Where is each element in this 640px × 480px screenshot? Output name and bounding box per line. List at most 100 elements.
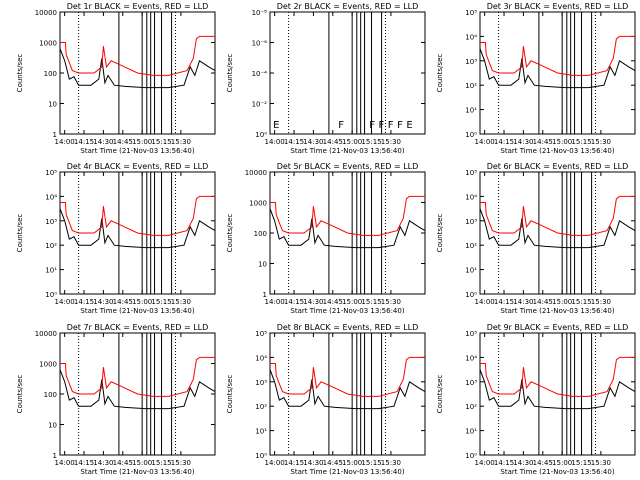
x-tick-label: 14:30 — [93, 138, 113, 146]
y-tick-label: 10⁰ — [255, 131, 267, 139]
y-tick-label: 10⁻² — [252, 101, 268, 109]
plot-frame — [269, 332, 426, 456]
flag-marker-label: E — [406, 120, 412, 131]
x-tick-label: 14:00 — [475, 459, 495, 467]
x-tick-label: 14:00 — [55, 298, 75, 306]
x-tick-label: 14:30 — [93, 459, 113, 467]
x-tick-label: 15:00 — [342, 459, 362, 467]
x-tick-label: 14:30 — [303, 298, 323, 306]
plot-frame — [269, 11, 426, 135]
x-tick-label: 15:30 — [171, 298, 191, 306]
x-axis-label: Start Time (21-Nov-03 13:56:40) — [80, 147, 194, 155]
x-tick-label: 14:15 — [284, 459, 304, 467]
y-tick-label: 10² — [45, 242, 57, 250]
y-tick-label: 1000 — [249, 200, 267, 208]
y-tick-label: 10⁻⁸ — [252, 9, 268, 17]
x-tick-label: 15:00 — [132, 459, 152, 467]
chart-title: Det 8r BLACK = Events, RED = LLD — [277, 323, 419, 332]
x-tick-label: 14:15 — [74, 138, 94, 146]
plot-frame — [479, 332, 636, 456]
y-tick-label: 10³ — [255, 379, 267, 387]
y-axis-label: Counts/sec — [436, 375, 444, 414]
events-series-line — [59, 48, 216, 89]
x-tick-label: 14:45 — [113, 298, 133, 306]
flag-marker-label: F — [397, 120, 403, 131]
x-tick-label: 14:45 — [323, 459, 343, 467]
y-tick-label: 10¹ — [45, 267, 57, 275]
x-tick-label: 14:00 — [475, 138, 495, 146]
chart-title: Det 4r BLACK = Events, RED = LLD — [67, 162, 209, 171]
y-tick-label: 10 — [48, 422, 57, 430]
plot-frame — [479, 171, 636, 295]
x-tick-label: 14:45 — [113, 138, 133, 146]
x-tick-label: 14:15 — [74, 459, 94, 467]
y-tick-label: 10⁴ — [45, 193, 57, 201]
events-series-line — [59, 369, 216, 410]
y-axis-label: Counts/sec — [436, 214, 444, 253]
x-tick-label: 15:00 — [132, 138, 152, 146]
y-tick-label: 10⁵ — [45, 169, 57, 177]
y-tick-label: 1000 — [39, 361, 57, 369]
x-tick-label: 14:15 — [494, 138, 514, 146]
x-tick-label: 15:30 — [381, 459, 401, 467]
x-tick-label: 15:15 — [361, 298, 381, 306]
x-tick-label: 14:45 — [323, 298, 343, 306]
chart-title: Det 7r BLACK = Events, RED = LLD — [67, 323, 209, 332]
chart-title: Det 2r BLACK = Events, RED = LLD — [277, 2, 419, 11]
events-series-line — [479, 369, 636, 410]
y-tick-label: 10⁰ — [465, 452, 477, 460]
lld-series-line — [60, 356, 215, 397]
chart-panel: Det 7r BLACK = Events, RED = LLD 1 10 100 10… — [16, 323, 216, 476]
x-axis-label: Start Time (21-Nov-03 13:56:40) — [500, 147, 614, 155]
chart-panel: Det 6r BLACK = Events, RED = LLD 10⁰ 10¹ 10… — [436, 162, 636, 315]
y-tick-label: 1 — [53, 452, 57, 460]
lld-series-line — [480, 356, 635, 397]
x-tick-label: 15:15 — [151, 298, 171, 306]
x-tick-label: 14:30 — [93, 298, 113, 306]
y-tick-label: 10³ — [465, 379, 477, 387]
y-axis-label: Counts/sec — [436, 54, 444, 93]
y-axis-label: Counts/sec — [16, 375, 24, 414]
y-tick-label: 10⁴ — [465, 354, 477, 362]
y-axis-label: Counts/sec — [16, 214, 24, 253]
y-tick-label: 10⁵ — [465, 169, 477, 177]
events-series-line — [59, 208, 216, 249]
chart-panel: Det 1r BLACK = Events, RED = LLD 1 10 100 10… — [16, 2, 216, 155]
lld-series-line — [60, 35, 215, 76]
flag-marker-label: F — [369, 120, 375, 131]
chart-title: Det 6r BLACK = Events, RED = LLD — [487, 162, 629, 171]
x-tick-label: 15:15 — [361, 459, 381, 467]
events-series-line — [479, 208, 636, 249]
y-tick-label: 1 — [53, 131, 57, 139]
chart-panel: Det 3r BLACK = Events, RED = LLD 10⁰ 10¹ 10… — [436, 2, 636, 155]
x-tick-label: 15:15 — [151, 459, 171, 467]
lld-series-line — [60, 195, 215, 236]
y-tick-label: 10 — [258, 261, 267, 269]
x-tick-label: 15:00 — [552, 459, 572, 467]
x-tick-label: 15:15 — [571, 138, 591, 146]
x-tick-label: 14:45 — [533, 298, 553, 306]
y-tick-label: 10¹ — [255, 428, 267, 436]
x-tick-label: 15:30 — [171, 459, 191, 467]
x-axis-label: Start Time (21-Nov-03 13:56:40) — [290, 468, 404, 476]
y-tick-label: 10 — [48, 101, 57, 109]
lld-series-line — [480, 35, 635, 76]
y-tick-label: 10⁰ — [465, 291, 477, 299]
lld-series-line — [270, 195, 425, 236]
x-tick-label: 14:45 — [113, 459, 133, 467]
x-axis-label: Start Time (21-Nov-03 13:56:40) — [80, 307, 194, 315]
x-tick-label: 14:15 — [494, 298, 514, 306]
chart-title: Det 5r BLACK = Events, RED = LLD — [277, 162, 419, 171]
y-tick-label: 10³ — [465, 58, 477, 66]
chart-panel: Det 9r BLACK = Events, RED = LLD 10⁰ 10¹ 10… — [436, 323, 636, 476]
x-tick-label: 15:15 — [571, 459, 591, 467]
lld-series-line — [480, 195, 635, 236]
x-tick-label: 14:30 — [513, 459, 533, 467]
chart-panel: Det 2r BLACK = Events, RED = LLD 10⁰ 10⁻² 1… — [226, 2, 426, 155]
y-tick-label: 10⁵ — [465, 9, 477, 17]
y-tick-label: 10⁰ — [465, 131, 477, 139]
x-axis-label: Start Time (21-Nov-03 13:56:40) — [290, 147, 404, 155]
events-series-line — [479, 48, 636, 89]
flag-marker-label: F — [388, 120, 394, 131]
y-tick-label: 100 — [254, 230, 267, 238]
